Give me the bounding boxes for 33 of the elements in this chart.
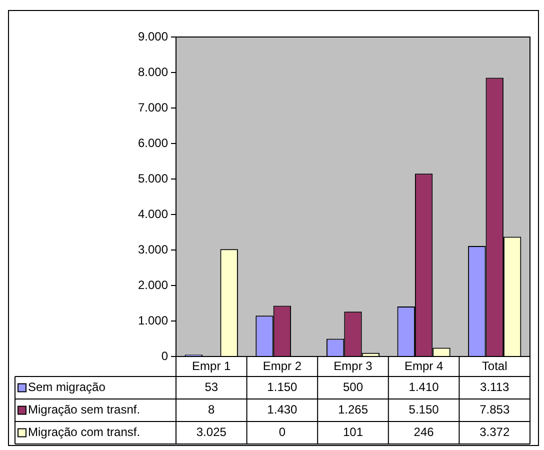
x-tick-label: Empr 1 xyxy=(192,359,232,374)
y-tick-label: 0 xyxy=(161,348,168,363)
legend-label: Migração sem trasnf. xyxy=(28,402,140,417)
y-tick-label: 3.000 xyxy=(138,242,168,256)
y-tick-label: 1.000 xyxy=(138,313,168,328)
y-tick-label: 9.000 xyxy=(138,29,168,44)
legend-label: Sem migração xyxy=(28,380,106,394)
y-tick-label: 5.000 xyxy=(138,171,168,186)
y-tick-label: 6.000 xyxy=(138,136,168,150)
data-label: 8 xyxy=(208,402,216,417)
data-label: 53 xyxy=(204,380,218,394)
data-label: 3.025 xyxy=(196,425,227,440)
data-label: 1.150 xyxy=(267,380,298,394)
data-label: 1.410 xyxy=(408,380,440,394)
x-tick-label: Empr 4 xyxy=(404,359,444,374)
legend-label: Migração com transf. xyxy=(28,425,140,440)
data-label: 3.372 xyxy=(480,425,510,440)
y-tick-label: 7.000 xyxy=(138,100,168,114)
data-label: 101 xyxy=(342,425,364,440)
data-label: 500 xyxy=(342,380,364,394)
y-tick-label: 4.000 xyxy=(138,206,168,221)
data-label: 0 xyxy=(278,425,286,440)
data-label: 1.430 xyxy=(267,402,298,417)
y-tick-label: 8.000 xyxy=(138,64,168,79)
data-label: 246 xyxy=(414,425,434,440)
data-label: 5.150 xyxy=(408,402,440,417)
data-label: 1.265 xyxy=(338,402,368,417)
x-tick-label: Total xyxy=(482,359,508,374)
x-tick-label: Empr 2 xyxy=(262,359,302,374)
data-label: 3.113 xyxy=(480,380,510,394)
x-tick-label: Empr 3 xyxy=(334,359,373,374)
y-tick-label: 2.000 xyxy=(138,278,168,292)
data-label: 7.853 xyxy=(480,402,510,417)
